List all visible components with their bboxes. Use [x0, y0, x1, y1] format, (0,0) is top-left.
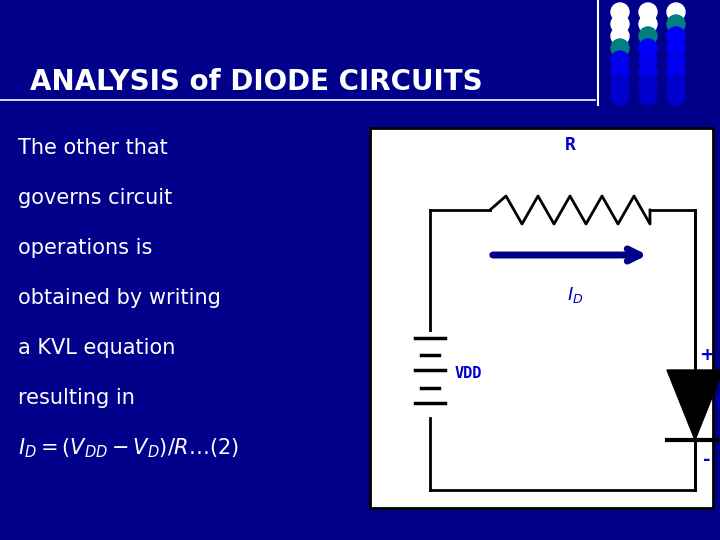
Circle shape — [667, 87, 685, 105]
Bar — [370, 128, 713, 508]
Circle shape — [667, 3, 685, 21]
Polygon shape — [667, 370, 720, 440]
Text: resulting in: resulting in — [18, 388, 135, 408]
Circle shape — [639, 63, 657, 81]
Circle shape — [667, 27, 685, 45]
Circle shape — [639, 3, 657, 21]
Text: a KVL equation: a KVL equation — [18, 338, 176, 358]
Text: ANALYSIS of DIODE CIRCUITS: ANALYSIS of DIODE CIRCUITS — [30, 68, 482, 96]
Circle shape — [611, 39, 629, 57]
Circle shape — [667, 63, 685, 81]
Text: R: R — [564, 136, 575, 154]
Circle shape — [667, 15, 685, 33]
Text: The other that: The other that — [18, 138, 168, 158]
Circle shape — [611, 87, 629, 105]
Text: operations is: operations is — [18, 238, 153, 258]
Text: obtained by writing: obtained by writing — [18, 288, 221, 308]
Circle shape — [639, 51, 657, 69]
Circle shape — [667, 51, 685, 69]
Circle shape — [611, 51, 629, 69]
Circle shape — [639, 15, 657, 33]
Circle shape — [611, 75, 629, 93]
Text: VDD: VDD — [455, 366, 482, 381]
Text: VD: VD — [716, 397, 720, 413]
Text: +: + — [700, 346, 714, 364]
Circle shape — [667, 39, 685, 57]
Circle shape — [667, 75, 685, 93]
Circle shape — [611, 3, 629, 21]
Circle shape — [639, 27, 657, 45]
Circle shape — [611, 15, 629, 33]
Circle shape — [639, 75, 657, 93]
Text: -: - — [703, 451, 711, 469]
Circle shape — [611, 27, 629, 45]
Circle shape — [639, 87, 657, 105]
Circle shape — [639, 39, 657, 57]
Text: governs circuit: governs circuit — [18, 188, 172, 208]
Text: $I_D = (V_{DD} - V_D)/R\ldots(2)$: $I_D = (V_{DD} - V_D)/R\ldots(2)$ — [18, 436, 239, 460]
Text: $I_D$: $I_D$ — [567, 285, 583, 305]
Circle shape — [611, 63, 629, 81]
